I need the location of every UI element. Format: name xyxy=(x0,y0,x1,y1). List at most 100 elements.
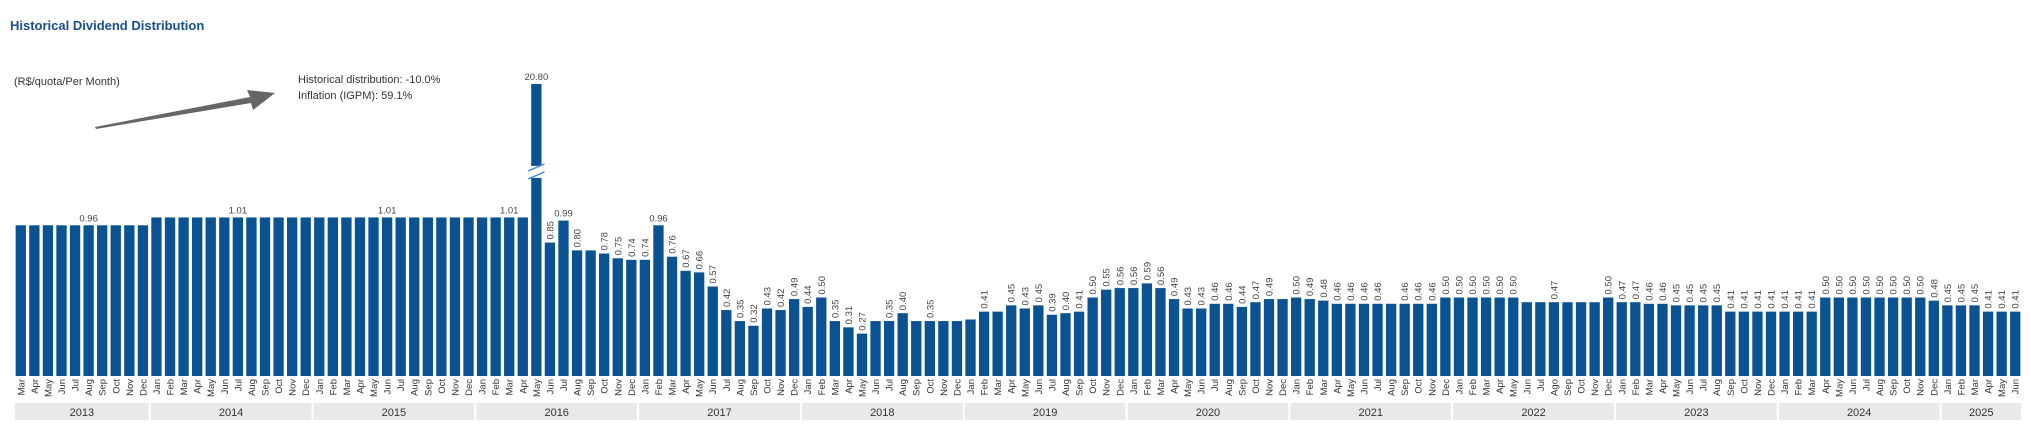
bar xyxy=(1969,305,1980,376)
bar xyxy=(1250,302,1261,376)
month-tick-label: Apr xyxy=(1984,379,1995,394)
bar xyxy=(1399,303,1410,376)
month-tick-label: Nov xyxy=(1427,379,1438,396)
month-tick-label: Oct xyxy=(925,379,936,394)
bar xyxy=(1236,306,1248,376)
bar xyxy=(1684,305,1695,376)
value-label: 0.31 xyxy=(844,306,855,325)
bar xyxy=(1833,297,1844,376)
value-label: 0.45 xyxy=(1685,284,1696,303)
month-tick-label: Sep xyxy=(1726,379,1737,396)
value-label: 0.46 xyxy=(1414,282,1425,301)
month-tick-label: Aug xyxy=(410,379,421,396)
month-tick-label: Jan xyxy=(1454,379,1465,394)
month-tick-label: Jul xyxy=(1861,379,1872,391)
month-tick-label: Jan xyxy=(640,379,651,394)
month-tick-label: Oct xyxy=(437,379,448,394)
month-tick-label: Oct xyxy=(1088,379,1099,394)
month-tick-label: Feb xyxy=(654,379,665,395)
value-label: 0.50 xyxy=(817,276,828,295)
bar xyxy=(69,225,81,376)
bar xyxy=(219,217,230,376)
bar xyxy=(1440,297,1451,376)
month-tick-label: Jul xyxy=(1047,379,1058,391)
month-tick-label: Dec xyxy=(1115,379,1126,396)
bar xyxy=(775,310,786,376)
bar xyxy=(1277,299,1288,376)
bar xyxy=(1101,289,1112,376)
bar xyxy=(571,250,583,376)
month-tick-label: Apr xyxy=(1332,379,1343,394)
value-label: 1.01 xyxy=(378,205,397,216)
value-label: 0.41 xyxy=(1753,290,1764,309)
value-label: 0.41 xyxy=(1794,290,1805,309)
month-tick-label: Jan xyxy=(803,379,814,394)
bar xyxy=(1006,305,1017,376)
month-tick-label: Oct xyxy=(600,379,611,394)
month-tick-label: Dec xyxy=(1278,379,1289,396)
bar xyxy=(694,272,705,376)
month-tick-label: Apr xyxy=(1658,379,1669,394)
bar xyxy=(1033,305,1044,376)
year-band xyxy=(476,403,638,420)
bar xyxy=(599,253,610,376)
month-tick-label: Nov xyxy=(776,379,787,396)
value-label: 0.56 xyxy=(1156,267,1167,286)
value-label: 0.67 xyxy=(681,249,692,268)
year-band xyxy=(1615,403,1777,420)
month-tick-label: Nov xyxy=(1102,379,1113,396)
value-label: 0.50 xyxy=(1902,276,1913,295)
value-label: 0.50 xyxy=(1916,276,1927,295)
month-tick-label: Jan xyxy=(1129,379,1140,394)
year-band xyxy=(1290,403,1452,420)
month-tick-label: Sep xyxy=(1889,379,1900,396)
value-label: 0.48 xyxy=(1319,279,1330,298)
bar xyxy=(1494,297,1505,376)
month-tick-label: Jul xyxy=(885,379,896,391)
value-label: 0.44 xyxy=(1237,285,1248,304)
chart-title: Historical Dividend Distribution xyxy=(10,18,205,33)
bar xyxy=(883,321,895,376)
bar xyxy=(341,217,352,376)
year-band xyxy=(1127,403,1289,420)
bar xyxy=(1385,303,1397,376)
bar xyxy=(1196,308,1207,376)
bar xyxy=(1928,300,1939,376)
bar xyxy=(1575,302,1587,376)
month-tick-label: Apr xyxy=(193,379,204,394)
bar xyxy=(1073,311,1085,376)
bar xyxy=(1426,303,1437,376)
month-tick-label: Aug xyxy=(1712,379,1723,396)
value-label: 0.41 xyxy=(1997,290,2008,309)
value-label: 0.45 xyxy=(1712,284,1723,303)
bar xyxy=(531,84,542,376)
bar xyxy=(1996,311,2007,376)
bar xyxy=(1616,302,1627,376)
bar xyxy=(15,225,26,376)
bar xyxy=(1263,299,1275,376)
value-label: 0.35 xyxy=(925,300,936,319)
month-tick-label: Sep xyxy=(749,379,760,396)
month-tick-label: Nov xyxy=(939,379,950,396)
bar xyxy=(504,217,515,376)
bar xyxy=(124,225,135,376)
value-label: 0.39 xyxy=(1047,293,1058,312)
month-tick-label: Dec xyxy=(790,379,801,396)
month-tick-label: Jun xyxy=(220,379,231,394)
bar xyxy=(626,259,637,376)
bar xyxy=(1915,297,1926,376)
value-label: 0.57 xyxy=(708,265,719,284)
bar xyxy=(137,225,149,376)
value-label: 0.50 xyxy=(1454,276,1465,295)
month-tick-label: Aug xyxy=(1061,379,1072,396)
month-tick-label: Feb xyxy=(1142,379,1153,395)
value-label: 0.50 xyxy=(1848,276,1859,295)
value-label: 0.47 xyxy=(1631,281,1642,300)
month-tick-label: Mar xyxy=(1156,379,1167,395)
month-tick-label: Jan xyxy=(1292,379,1303,394)
units-label: (R$/quota/Per Month) xyxy=(14,76,120,88)
bar xyxy=(273,217,284,376)
month-tick-label: Feb xyxy=(980,379,991,395)
bar xyxy=(286,217,298,376)
month-tick-label: Oct xyxy=(274,379,285,394)
